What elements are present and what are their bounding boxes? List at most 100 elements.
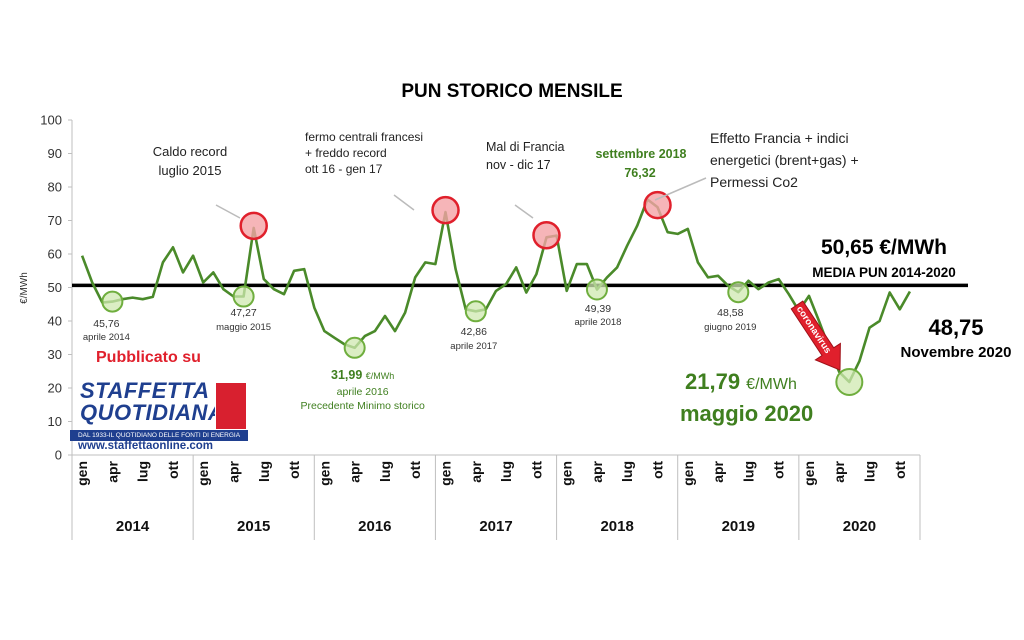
min-highlight-circle <box>343 336 366 359</box>
y-tick-label: 60 <box>48 247 62 262</box>
x-tick-label: gen <box>801 461 817 486</box>
x-tick-label: apr <box>104 460 120 482</box>
logo-badge-icon <box>215 382 247 430</box>
min-highlight-circle <box>727 281 750 304</box>
min-value-label: 21,79 €/MWh <box>685 369 797 394</box>
annotation-text: nov - dic 17 <box>486 158 551 172</box>
point-value-label: 45,76 <box>93 318 119 330</box>
x-tick-label: lug <box>498 461 514 482</box>
point-value-label: 47,27 <box>230 307 256 319</box>
mean-value-label: 50,65 €/MWh <box>821 236 947 259</box>
annotation-leader <box>654 177 707 201</box>
annotation-text: ott 16 - gen 17 <box>305 162 383 176</box>
logo-tagline: DAL 1933-IL QUOTIDIANO DELLE FONTI DI EN… <box>70 430 248 441</box>
point-value-label: 48,58 <box>717 307 743 319</box>
point-date-label: aprile 2014 <box>83 332 130 343</box>
published-label: Pubblicato su <box>96 349 201 366</box>
x-tick-label: lug <box>619 461 635 482</box>
point-date-label: aprile 2017 <box>450 341 497 352</box>
min-highlight-circle <box>464 300 487 323</box>
x-tick-label: apr <box>226 460 242 482</box>
peak-highlight-circle <box>431 195 460 225</box>
y-tick-label: 90 <box>48 146 62 161</box>
y-axis-label: €/MWh <box>19 272 30 304</box>
peak-value-label: 76,32 <box>624 166 655 180</box>
annotation-text: fermo centrali francesi <box>305 130 423 144</box>
logo-line2: QUOTIDIANA <box>80 400 225 425</box>
x-tick-label: gen <box>74 461 90 486</box>
min-value-unit: €/MWh <box>746 376 797 393</box>
x-tick-label: gen <box>316 461 332 486</box>
min-highlight-circle <box>232 285 255 308</box>
x-tick-label: apr <box>468 460 484 482</box>
peak-highlight-circle <box>532 221 561 250</box>
annotation-leader <box>215 204 241 219</box>
point-date-label: aprile 2018 <box>574 317 621 328</box>
logo-url[interactable]: www.staffettaonline.com <box>78 440 214 452</box>
x-tick-label: gen <box>438 461 454 486</box>
y-tick-label: 80 <box>48 180 62 195</box>
annotation-leader <box>514 204 534 219</box>
x-tick-label: lug <box>377 461 393 482</box>
y-tick-label: 30 <box>48 347 62 362</box>
y-tick-label: 50 <box>48 280 62 295</box>
min-highlight-circle <box>101 290 124 313</box>
annotation-text: energetici (brent+gas) + <box>710 152 859 168</box>
y-tick-label: 10 <box>48 414 62 429</box>
y-tick-label: 0 <box>55 448 62 463</box>
x-tick-label: ott <box>165 461 181 479</box>
point-value-label: 49,39 <box>585 303 611 315</box>
x-tick-label: lug <box>135 461 151 482</box>
peak-date-label: settembre 2018 <box>595 147 686 161</box>
point-date-label: maggio 2015 <box>216 322 271 333</box>
annotation-text: Caldo record <box>153 144 227 159</box>
peak-highlight-circle <box>239 211 268 241</box>
annotation-text: Permessi Co2 <box>710 174 798 190</box>
min-date-label: maggio 2020 <box>680 401 813 426</box>
series-line <box>80 198 912 384</box>
logo-line1: STAFFETTA <box>80 378 210 403</box>
point-value-label: 42,86 <box>461 326 487 338</box>
x-tick-label: apr <box>831 460 847 482</box>
annotation-text: Effetto Francia + indici <box>710 130 849 146</box>
year-label: 2016 <box>358 518 391 535</box>
year-label: 2020 <box>843 518 876 535</box>
x-tick-label: apr <box>710 460 726 482</box>
x-tick-label: ott <box>650 461 666 479</box>
year-label: 2019 <box>722 518 755 535</box>
x-tick-label: ott <box>528 461 544 479</box>
x-tick-label: ott <box>407 461 423 479</box>
x-tick-label: apr <box>589 460 605 482</box>
min-highlight-circle <box>585 278 608 301</box>
point-unit: €/MWh <box>366 371 395 381</box>
x-tick-label: ott <box>771 461 787 479</box>
x-tick-label: apr <box>347 460 363 482</box>
x-tick-label: lug <box>740 461 756 482</box>
year-label: 2018 <box>600 518 633 535</box>
last-date-label: Novembre 2020 <box>901 344 1012 361</box>
y-tick-label: 40 <box>48 314 62 329</box>
x-tick-label: lug <box>256 461 272 482</box>
y-tick-label: 20 <box>48 381 62 396</box>
year-label: 2014 <box>116 518 150 535</box>
point-date-label: aprile 2016 <box>337 386 389 398</box>
coronavirus-arrow-label: coronavirus <box>794 304 833 355</box>
y-tick-label: 100 <box>40 113 62 128</box>
x-tick-label: gen <box>680 461 696 486</box>
x-tick-label: ott <box>892 461 908 479</box>
chart-title: PUN STORICO MENSILE <box>401 81 622 102</box>
y-tick-label: 70 <box>48 213 62 228</box>
x-tick-label: gen <box>195 461 211 486</box>
last-value-label: 48,75 <box>928 315 983 340</box>
annotation-text: luglio 2015 <box>159 163 222 178</box>
min-highlight-circle <box>835 367 864 396</box>
publisher-logo: STAFFETTA QUOTIDIANA DAL 1933-IL QUOTIDI… <box>70 378 250 456</box>
x-tick-label: gen <box>559 461 575 486</box>
x-tick-label: ott <box>286 461 302 479</box>
point-date-label: giugno 2019 <box>704 322 756 333</box>
annotation-text: Mal di Francia <box>486 140 565 154</box>
x-tick-label: lug <box>862 461 878 482</box>
peak-highlight-circle <box>643 190 672 220</box>
